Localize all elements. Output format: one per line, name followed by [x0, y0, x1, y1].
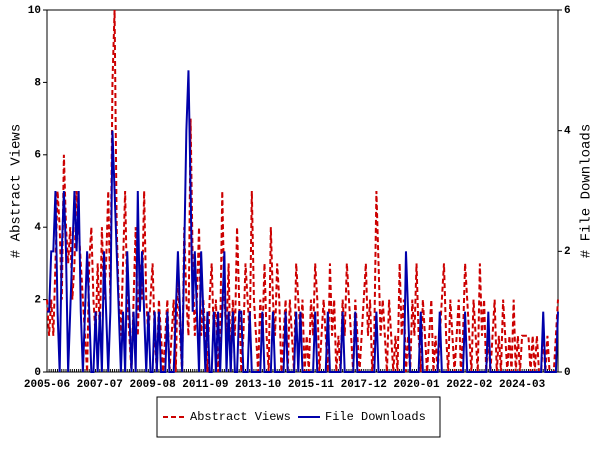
series-line: [47, 70, 559, 373]
y-axis-label: # Abstract Views: [9, 124, 25, 258]
legend-label: File Downloads: [325, 410, 426, 424]
y2-tick-label: 4: [564, 126, 571, 138]
y-tick-label: 10: [28, 5, 41, 17]
y-tick-label: 6: [34, 150, 41, 162]
y2-axis-label: # File Downloads: [579, 124, 595, 258]
y-tick-label: 8: [34, 77, 41, 89]
y2-tick-label: 6: [564, 5, 571, 17]
y-tick-label: 4: [34, 222, 41, 234]
legend: [156, 396, 441, 438]
x-tick-label: 2024-03: [499, 379, 546, 391]
x-tick-label: 2022-02: [446, 379, 492, 391]
x-tick-label: 2007-07: [77, 379, 123, 391]
x-tick-label: 2015-11: [288, 379, 335, 391]
x-tick-label: 2020-01: [393, 379, 440, 391]
y-tick-label: 2: [34, 295, 41, 307]
y2-tick-label: 2: [564, 246, 571, 258]
y2-tick-label: 0: [564, 367, 571, 379]
x-tick-label: 2009-08: [129, 379, 176, 391]
x-tick-label: 2011-09: [182, 379, 228, 391]
x-tick-label: 2017-12: [341, 379, 387, 391]
x-tick-label: 2013-10: [235, 379, 281, 391]
legend-label: Abstract Views: [190, 410, 291, 424]
x-tick-label: 2005-06: [24, 379, 70, 391]
y-tick-label: 0: [34, 367, 41, 379]
